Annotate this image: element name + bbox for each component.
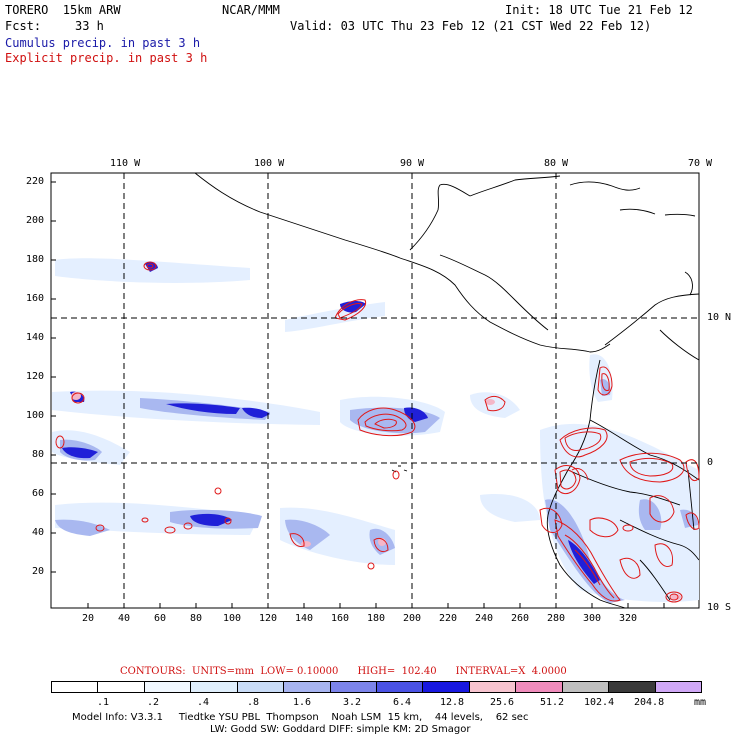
y-tick: 180 <box>26 254 45 265</box>
colorbar-label: 51.2 <box>540 697 565 708</box>
y-tick: 80 <box>32 449 45 460</box>
x-tick: 60 <box>154 613 167 624</box>
x-tick: 100 <box>223 613 242 624</box>
x-tick: 20 <box>82 613 95 624</box>
lon-label-100w: 100 W <box>254 158 285 169</box>
x-tick: 180 <box>367 613 386 624</box>
y-tick: 140 <box>26 332 45 343</box>
lat-label-10s: 10 S <box>707 602 732 613</box>
lat-label-0: 0 <box>707 457 714 468</box>
x-tick: 120 <box>259 613 278 624</box>
model-title: TORERO 15km ARW <box>5 3 121 17</box>
colorbar-swatch <box>283 681 331 693</box>
colorbar-swatch <box>190 681 238 693</box>
y-tick: 40 <box>32 527 45 538</box>
colorbar-swatch <box>561 681 610 693</box>
contour-info: CONTOURS: UNITS=mm LOW= 0.10000 HIGH= 10… <box>120 666 567 677</box>
y-tick: 60 <box>32 488 45 499</box>
fcst-value: 33 h <box>75 19 104 33</box>
x-tick: 280 <box>547 613 566 624</box>
x-tick: 80 <box>190 613 203 624</box>
x-tick: 160 <box>331 613 350 624</box>
colorbar-label: 204.8 <box>634 697 665 708</box>
fcst-label: Fcst: <box>5 19 42 33</box>
colorbar-label: 25.6 <box>490 697 515 708</box>
y-tick: 200 <box>26 215 45 226</box>
x-tick: 260 <box>511 613 530 624</box>
colorbar-swatch <box>468 681 517 693</box>
valid-time: Valid: 03 UTC Thu 23 Feb 12 (21 CST Wed … <box>290 19 652 33</box>
axis-ticks <box>51 181 665 608</box>
colorbar-swatch <box>51 681 99 693</box>
colorbar-swatch <box>97 681 145 693</box>
colorbar-swatch <box>515 681 563 693</box>
lat-label-10n: 10 N <box>707 312 732 323</box>
model-physics: LW: Godd SW: Goddard DIFF: simple KM: 2D… <box>210 724 471 735</box>
colorbar-label: .8 <box>247 697 260 708</box>
y-tick: 160 <box>26 293 45 304</box>
colorbar-label: 3.2 <box>343 697 362 708</box>
lon-label-80w: 80 W <box>544 158 569 169</box>
y-tick: 100 <box>26 410 45 421</box>
init-time: Init: 18 UTC Tue 21 Feb 12 <box>505 3 693 17</box>
y-tick: 20 <box>32 566 45 577</box>
x-tick: 240 <box>475 613 494 624</box>
colorbar-swatch <box>143 681 192 693</box>
colorbar-swatch <box>608 681 656 693</box>
lon-label-90w: 90 W <box>400 158 425 169</box>
colorbar-swatch <box>236 681 285 693</box>
colorbar-label: 6.4 <box>393 697 412 708</box>
y-tick: 220 <box>26 176 45 187</box>
legend-cumulus: Cumulus precip. in past 3 h <box>5 36 201 50</box>
colorbar-swatch <box>654 681 702 693</box>
colorbar-label: .2 <box>147 697 160 708</box>
model-info: Model Info: V3.3.1 Tiedtke YSU PBL Thomp… <box>72 712 529 723</box>
x-tick: 220 <box>439 613 458 624</box>
colorbar-swatch <box>422 681 470 693</box>
colorbar-swatch <box>376 681 424 693</box>
lon-label-110w: 110 W <box>110 158 141 169</box>
x-tick: 40 <box>118 613 131 624</box>
explicit-precip-contours <box>55 261 700 603</box>
x-tick: 200 <box>403 613 422 624</box>
x-tick: 300 <box>583 613 602 624</box>
x-tick: 140 <box>295 613 314 624</box>
x-tick: 320 <box>619 613 638 624</box>
colorbar-units: mm <box>694 697 707 708</box>
colorbar-swatch <box>329 681 377 693</box>
lat-lon-grid <box>51 173 699 608</box>
cumulus-precip-areas <box>52 258 699 603</box>
colorbar-label: 102.4 <box>584 697 615 708</box>
lon-label-70w: 70 W <box>688 158 713 169</box>
colorbar-label: .1 <box>97 697 110 708</box>
colorbar-label: 1.6 <box>293 697 312 708</box>
legend-explicit: Explicit precip. in past 3 h <box>5 51 208 65</box>
colorbar-label: 12.8 <box>440 697 465 708</box>
org-label: NCAR/MMM <box>222 3 280 17</box>
coastlines <box>194 172 700 609</box>
y-tick: 120 <box>26 371 45 382</box>
colorbar-label: .4 <box>197 697 210 708</box>
